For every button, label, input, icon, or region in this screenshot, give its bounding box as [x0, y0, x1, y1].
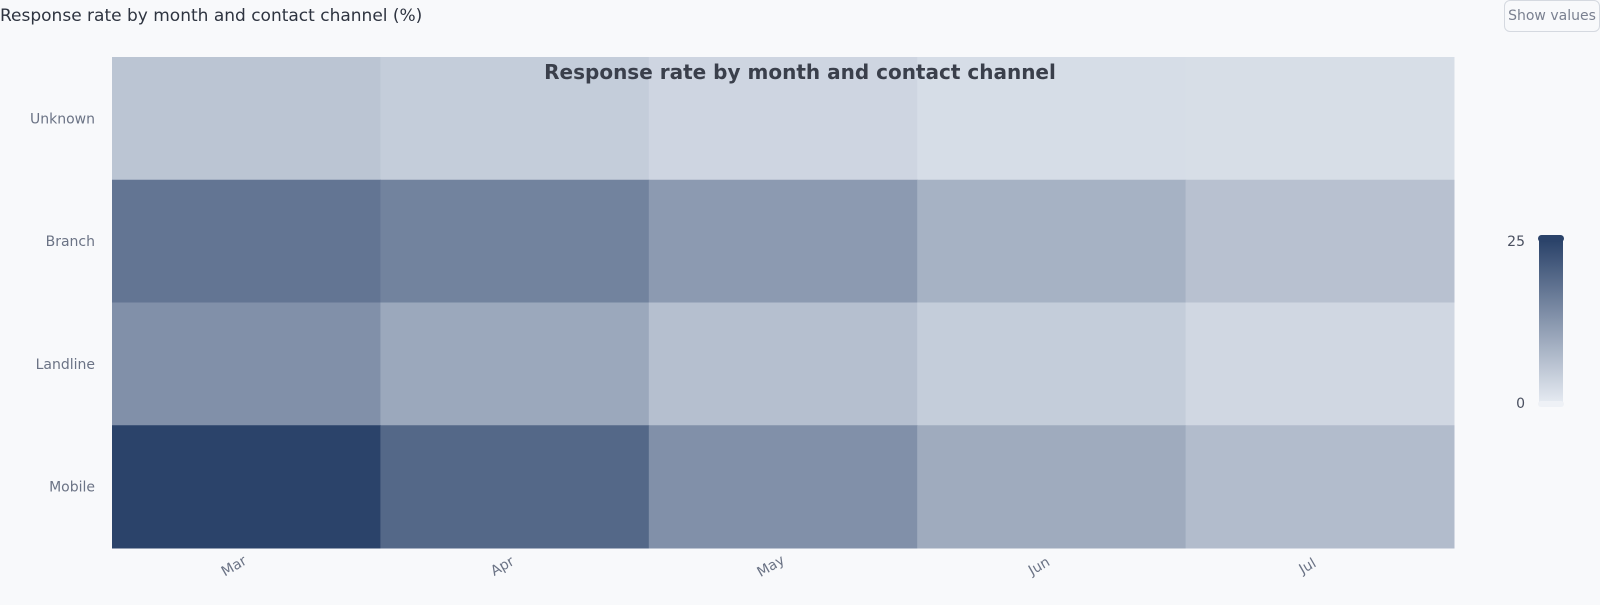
- heatmap-cell-unknown-jun: [917, 57, 1187, 181]
- x-tick-label: Jun: [1025, 554, 1053, 579]
- x-tick-label: Jul: [1296, 555, 1320, 578]
- heatmap-cell-landline-jul: [1185, 302, 1455, 426]
- heatmap-cells: [112, 57, 1455, 549]
- heatmap-cell-mobile-jul: [1185, 425, 1455, 549]
- heatmap-cell-unknown-apr: [380, 57, 650, 181]
- heatmap-cell-mobile-may: [648, 425, 918, 549]
- heatmap-cell-mobile-jun: [917, 425, 1187, 549]
- colorbar-tick-label: 25: [1507, 234, 1525, 250]
- heatmap-cell-landline-jun: [917, 302, 1187, 426]
- x-tick-label: Apr: [488, 553, 517, 579]
- heatmap-cell-branch-apr: [380, 179, 650, 303]
- heatmap-cell-mobile-mar: [112, 425, 381, 549]
- heatmap-cell-branch-mar: [112, 179, 381, 303]
- page-title: Response rate by month and contact chann…: [0, 6, 423, 26]
- y-tick-label: Branch: [46, 234, 95, 250]
- heatmap-cell-mobile-apr: [380, 425, 650, 549]
- x-axis-labels: Mar Apr May Jun Jul: [219, 552, 1319, 580]
- colorbar-tick-label: 0: [1516, 396, 1525, 412]
- heatmap-cell-landline-mar: [112, 302, 381, 426]
- colorbar-max-handle: [1538, 235, 1564, 242]
- y-axis-labels: Unknown Branch Landline Mobile: [30, 111, 95, 495]
- x-tick-label: Mar: [219, 553, 250, 580]
- chart-title: Response rate by month and contact chann…: [544, 60, 1056, 84]
- heatmap-cell-landline-may: [648, 302, 918, 426]
- heatmap-cell-landline-apr: [380, 302, 650, 426]
- heatmap-cell-branch-jul: [1185, 179, 1455, 303]
- x-tick-label: May: [754, 552, 787, 580]
- heatmap-cell-unknown-jul: [1185, 57, 1455, 181]
- heatmap-cell-unknown-mar: [112, 57, 381, 181]
- y-tick-label: Mobile: [49, 480, 95, 496]
- heatmap-cell-branch-may: [648, 179, 918, 303]
- y-tick-label: Landline: [36, 357, 95, 373]
- heatmap-cell-branch-jun: [917, 179, 1187, 303]
- colorbar: 0 25: [1507, 234, 1564, 412]
- heatmap-cell-unknown-may: [648, 57, 918, 181]
- colorbar-min-handle: [1538, 401, 1564, 407]
- y-tick-label: Unknown: [30, 111, 95, 127]
- colorbar-gradient: [1539, 241, 1563, 403]
